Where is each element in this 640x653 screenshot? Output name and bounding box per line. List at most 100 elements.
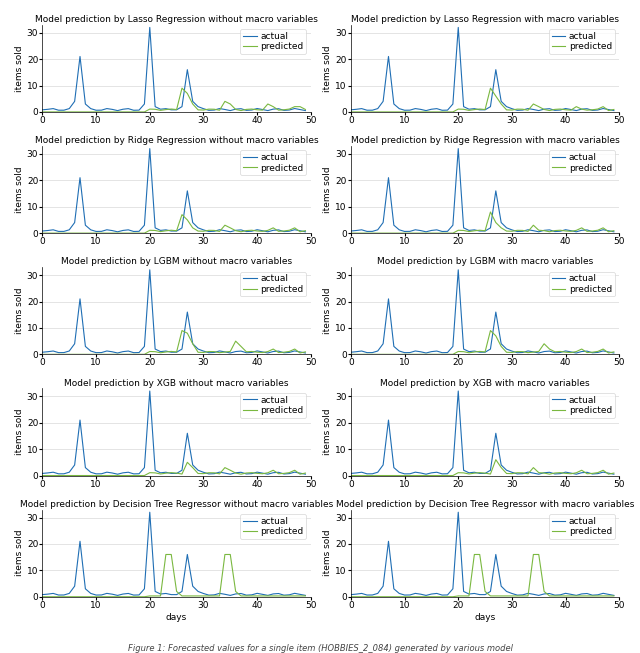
actual: [135, 227, 143, 235]
Line: actual: actual: [42, 512, 305, 596]
predicted: [572, 592, 580, 600]
actual: [567, 590, 575, 598]
actual: [524, 468, 532, 476]
actual: [280, 106, 288, 114]
Title: Model prediction by XGB without macro variables: Model prediction by XGB without macro va…: [65, 379, 289, 388]
actual: [232, 105, 239, 113]
Legend: actual, predicted: actual, predicted: [241, 272, 307, 296]
predicted: [103, 593, 111, 601]
actual: [114, 228, 122, 236]
actual: [599, 347, 607, 355]
predicted: [519, 592, 527, 600]
actual: [173, 227, 180, 235]
actual: [264, 349, 272, 357]
predicted: [200, 227, 207, 235]
actual: [65, 468, 73, 476]
predicted: [513, 469, 521, 477]
predicted: [470, 550, 478, 558]
predicted: [417, 471, 424, 479]
actual: [119, 469, 127, 477]
predicted: [280, 348, 288, 356]
actual: [259, 227, 266, 234]
actual: [135, 591, 143, 599]
actual: [81, 585, 89, 593]
actual: [412, 347, 419, 355]
actual: [87, 226, 95, 234]
predicted: [221, 348, 228, 356]
actual: [465, 590, 473, 598]
actual: [406, 106, 414, 114]
actual: [347, 470, 355, 477]
predicted: [178, 592, 186, 600]
actual: [369, 227, 376, 235]
actual: [216, 468, 223, 476]
actual: [124, 347, 132, 355]
predicted: [502, 106, 510, 114]
actual: [71, 219, 79, 227]
actual: [492, 187, 500, 195]
actual: [205, 591, 212, 599]
predicted: [508, 349, 516, 357]
actual: [130, 106, 138, 114]
predicted: [259, 470, 266, 478]
actual: [146, 387, 154, 395]
Legend: actual, predicted: actual, predicted: [241, 514, 307, 539]
predicted: [205, 592, 212, 600]
actual: [497, 340, 505, 347]
actual: [76, 52, 84, 60]
actual: [502, 224, 510, 232]
predicted: [135, 471, 143, 479]
predicted: [103, 351, 111, 358]
actual: [259, 470, 266, 477]
predicted: [264, 592, 272, 600]
predicted: [497, 464, 505, 471]
X-axis label: days: days: [474, 613, 496, 622]
actual: [594, 591, 602, 599]
actual: [243, 349, 250, 357]
actual: [417, 105, 424, 113]
predicted: [211, 347, 218, 355]
actual: [98, 591, 106, 599]
predicted: [269, 224, 277, 232]
predicted: [243, 227, 250, 234]
actual: [438, 227, 446, 235]
predicted: [301, 469, 309, 477]
predicted: [141, 351, 148, 358]
actual: [374, 590, 381, 597]
actual: [556, 349, 564, 357]
predicted: [605, 592, 612, 600]
predicted: [301, 227, 309, 234]
actual: [259, 106, 266, 114]
predicted: [417, 593, 424, 601]
predicted: [173, 106, 180, 114]
actual: [221, 227, 228, 234]
actual: [535, 592, 543, 599]
actual: [513, 106, 521, 114]
predicted: [444, 593, 451, 601]
actual: [589, 228, 596, 236]
Title: Model prediction by Decision Tree Regressor with macro variables: Model prediction by Decision Tree Regres…: [336, 500, 634, 509]
predicted: [412, 229, 419, 237]
predicted: [65, 593, 73, 601]
predicted: [243, 106, 250, 114]
actual: [444, 470, 451, 477]
actual: [605, 590, 612, 598]
predicted: [296, 470, 304, 478]
actual: [519, 470, 527, 477]
actual: [454, 266, 462, 274]
predicted: [449, 229, 457, 237]
predicted: [253, 592, 261, 600]
actual: [492, 66, 500, 74]
actual: [285, 106, 293, 114]
actual: [87, 104, 95, 112]
actual: [189, 219, 196, 227]
actual: [492, 308, 500, 316]
actual: [572, 106, 580, 114]
actual: [157, 347, 164, 355]
actual: [221, 469, 228, 477]
predicted: [296, 592, 304, 600]
predicted: [232, 227, 239, 234]
predicted: [60, 593, 68, 601]
predicted: [285, 469, 293, 477]
predicted: [481, 588, 489, 596]
